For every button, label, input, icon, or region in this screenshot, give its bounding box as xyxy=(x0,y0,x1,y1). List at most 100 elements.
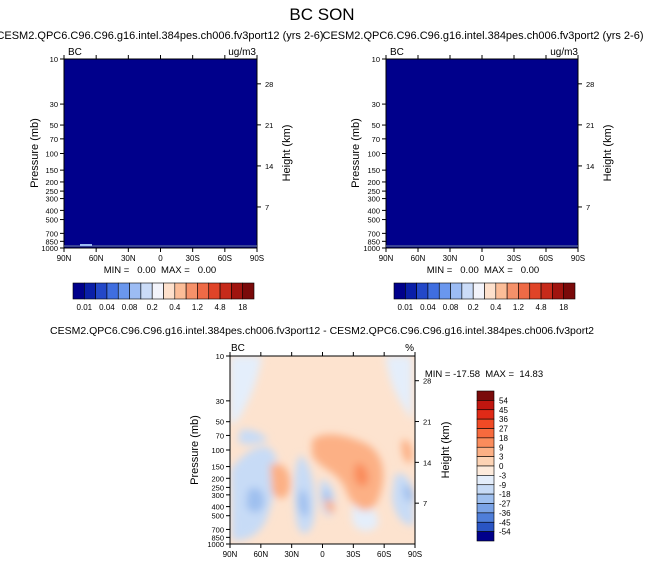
colorbar-label: 0.01 xyxy=(77,303,93,312)
colorbar-label: 0.4 xyxy=(490,303,502,312)
x-tick-label: 30N xyxy=(284,550,299,559)
y-tick-label: 10 xyxy=(372,55,380,64)
x-tick-label: 90S xyxy=(250,254,264,263)
colorbar-label: 0.08 xyxy=(122,303,138,312)
colorbar-label: 0.04 xyxy=(420,303,436,312)
colorbar-swatch xyxy=(393,282,406,300)
colorbar-swatch xyxy=(163,282,176,300)
colorbar-label: 0.04 xyxy=(99,303,115,312)
colorbar-label: 0.2 xyxy=(147,303,159,312)
panel-1: CESM2.QPC6.C96.C96.g16.intel.384pes.ch00… xyxy=(0,30,324,276)
panel-3-variable: BC xyxy=(231,343,245,354)
colorbar-swatch xyxy=(476,475,495,486)
x-tick-label: 30S xyxy=(507,254,521,263)
y-tick-label: 1000 xyxy=(363,244,380,253)
x-tick-label: 90N xyxy=(223,550,238,559)
colorbar-swatch xyxy=(72,282,85,300)
colorbar-swatch xyxy=(450,282,463,300)
y-tick-label: 500 xyxy=(45,216,58,225)
colorbar-label: -36 xyxy=(499,509,511,518)
colorbar-label: 0.2 xyxy=(468,303,480,312)
x-tick-label: 60N xyxy=(89,254,104,263)
colorbar-swatch xyxy=(495,282,508,300)
x-tick-label: 60N xyxy=(253,550,268,559)
panel-1-ylabel: Pressure (mb) xyxy=(29,118,41,188)
colorbar-swatch xyxy=(472,282,485,300)
colorbar-swatch xyxy=(185,282,198,300)
colorbar-label: 27 xyxy=(499,425,508,434)
panel-1-surface-blip xyxy=(80,244,92,246)
colorbar-label: 4.8 xyxy=(215,303,227,312)
colorbar-swatch xyxy=(476,400,495,411)
colorbar-swatch xyxy=(231,282,243,300)
colorbar-swatch xyxy=(476,409,495,420)
colorbar-swatch xyxy=(476,512,495,523)
y-tick-label: 150 xyxy=(211,463,224,472)
y-tick-label: 150 xyxy=(45,166,58,175)
y-tick-label: 300 xyxy=(367,195,380,204)
x-tick-label: 90N xyxy=(379,254,394,263)
colorbar-label: 54 xyxy=(499,396,508,405)
x-tick-label: 90N xyxy=(57,254,72,263)
x-tick-label: 0 xyxy=(158,254,163,263)
x-tick-label: 30N xyxy=(121,254,136,263)
colorbar-label: -9 xyxy=(499,481,507,490)
y-tick-label: 850 xyxy=(45,237,58,246)
y-tick-label: 300 xyxy=(45,195,58,204)
colorbar-label: 1.2 xyxy=(192,303,204,312)
colorbar-label: 4.8 xyxy=(536,303,548,312)
colorbar-swatch xyxy=(518,282,531,300)
colorbar-swatch xyxy=(427,282,440,300)
colorbar-swatch xyxy=(151,282,164,300)
colorbar-swatch xyxy=(476,531,495,542)
y-tick-label: 400 xyxy=(211,503,224,512)
y-right-tick-label: 14 xyxy=(265,162,273,171)
y-right-tick-label: 7 xyxy=(586,203,590,212)
colorbar-label: -3 xyxy=(499,471,507,480)
colorbar-swatch xyxy=(208,282,221,300)
colorbar-swatch xyxy=(476,493,495,504)
panel-2-title: CESM2.QPC6.C96.C96.g16.intel.384pes.ch00… xyxy=(323,30,644,42)
y-tick-label: 30 xyxy=(50,100,58,109)
y-tick-label: 400 xyxy=(367,206,380,215)
colorbar-label: -27 xyxy=(499,500,511,509)
colorbar-panel-1: 0.01 0.04 0.08 0.2 0.4 1.2 4.8 18 xyxy=(72,282,255,312)
colorbar-label: 18 xyxy=(559,303,568,312)
y-tick-label: 500 xyxy=(367,216,380,225)
y-right-tick-label: 21 xyxy=(265,121,273,130)
y-tick-label: 10 xyxy=(50,55,58,64)
y-tick-label: 850 xyxy=(211,533,224,542)
y-tick-label: 1000 xyxy=(207,540,224,549)
colorbar-swatch xyxy=(476,418,495,429)
colorbar-swatch xyxy=(476,428,495,439)
y-tick-label: 150 xyxy=(367,166,380,175)
colorbar-swatch xyxy=(476,503,495,514)
panel-3-ylabel: Pressure (mb) xyxy=(189,415,201,485)
panel-2: CESM2.QPC6.C96.C96.g16.intel.384pes.ch00… xyxy=(323,30,644,276)
panel-2-ylabel-right: Height (km) xyxy=(602,125,614,182)
x-tick-label: 90S xyxy=(408,550,422,559)
colorbar-swatch xyxy=(476,465,495,476)
y-right-tick-label: 7 xyxy=(423,499,427,508)
colorbar-label: 0 xyxy=(499,462,504,471)
y-tick-label: 700 xyxy=(367,229,380,238)
colorbar-swatch xyxy=(416,282,429,300)
colorbar-label: 45 xyxy=(499,406,508,415)
panel-2-units: ug/m3 xyxy=(550,47,578,58)
x-tick-label: 0 xyxy=(320,550,325,559)
colorbar-swatch xyxy=(540,282,553,300)
colorbar-label: 18 xyxy=(499,434,508,443)
y-right-tick-label: 28 xyxy=(586,80,594,89)
panel-3: CESM2.QPC6.C96.C96.g16.intel.384pes.ch00… xyxy=(50,325,594,559)
y-tick-label: 500 xyxy=(211,512,224,521)
y-tick-label: 200 xyxy=(45,178,58,187)
y-tick-label: 250 xyxy=(211,483,224,492)
y-tick-label: 70 xyxy=(216,431,224,440)
y-tick-label: 200 xyxy=(211,474,224,483)
x-tick-label: 90S xyxy=(571,254,585,263)
colorbar-label: 0.01 xyxy=(398,303,414,312)
panel-3-title: CESM2.QPC6.C96.C96.g16.intel.384pes.ch00… xyxy=(50,325,594,337)
y-tick-label: 200 xyxy=(367,178,380,187)
